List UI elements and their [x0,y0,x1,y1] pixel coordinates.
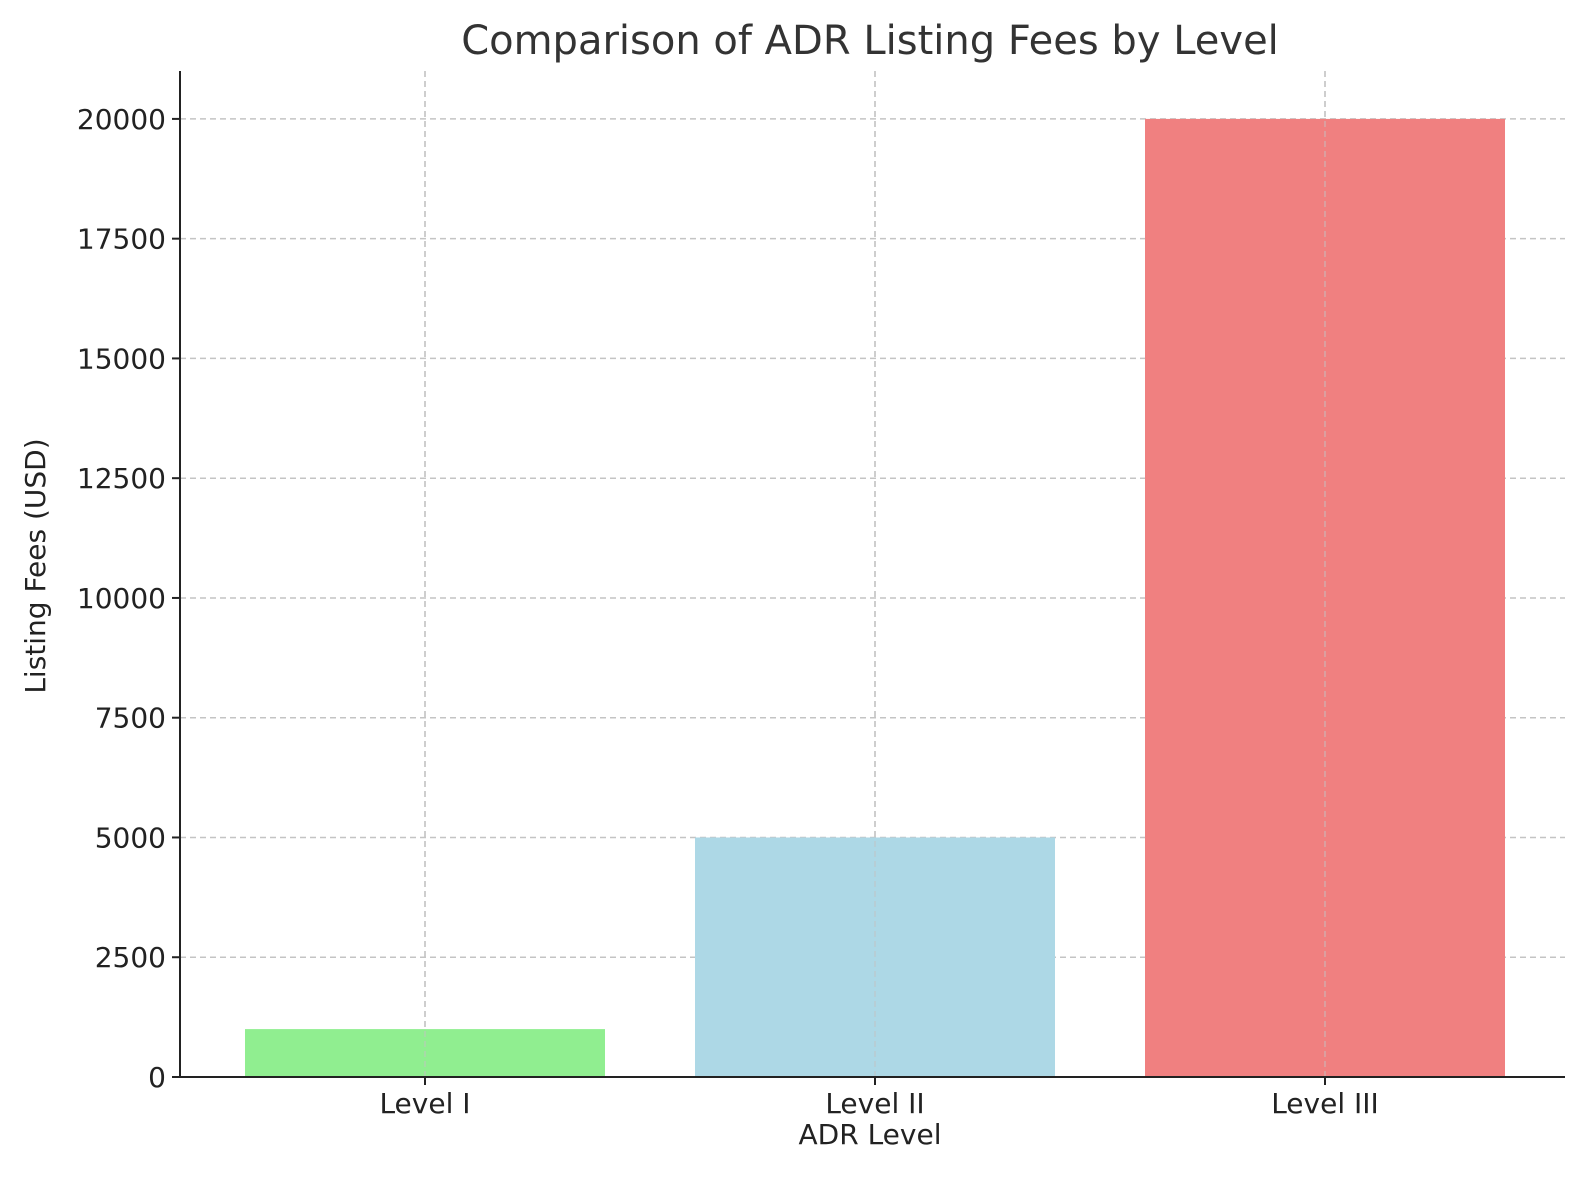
x-tick-label-0: Level I [379,1087,470,1120]
y-tick-label-3: 7500 [95,702,166,735]
axes [172,71,1565,1085]
y-tick-label-5: 12500 [77,462,166,495]
y-tick-label-0: 0 [148,1061,166,1094]
y-tick-label-6: 15000 [77,342,166,375]
tick-labels: 0 2500 5000 7500 10000 12500 15000 17500 20000 Le… [77,103,1379,1120]
y-tick-label-1: 2500 [95,941,166,974]
x-axis-title: ADR Level [799,1118,942,1151]
chart-title: Comparison of ADR Listing Fees by Level [461,18,1279,64]
bar-level-ii [695,837,1055,1077]
y-axis-title: Listing Fees (USD) [19,438,52,693]
y-tick-label-8: 20000 [77,103,166,136]
bar-level-iii [1145,118,1505,1077]
x-tick-label-1: Level II [825,1087,924,1120]
bars [245,71,1505,1077]
x-tick-label-2: Level III [1271,1087,1379,1120]
y-tick-label-2: 5000 [95,821,166,854]
y-tick-label-4: 10000 [77,582,166,615]
y-tick-label-7: 17500 [77,223,166,256]
